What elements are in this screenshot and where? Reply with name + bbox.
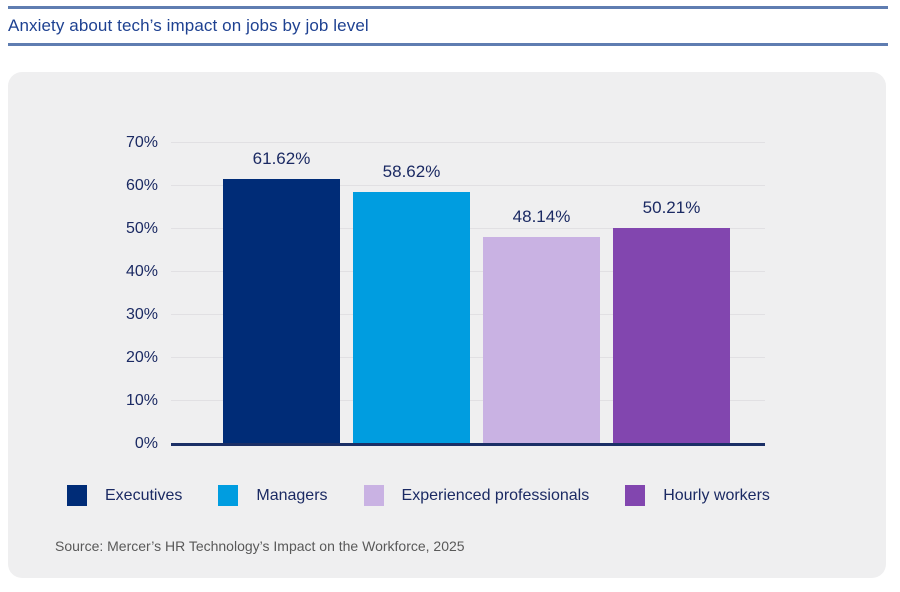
y-tick-label: 30% [125, 306, 158, 323]
legend-item-hourly-workers: Hourly workers [625, 485, 770, 506]
title-divider [8, 43, 888, 46]
bar-value-label: 58.62% [382, 161, 441, 181]
legend-label: Hourly workers [663, 486, 770, 504]
bar-experienced-professionals [483, 237, 600, 444]
bar-value-label: 48.14% [512, 207, 571, 226]
legend-swatch-icon [363, 485, 384, 506]
top-divider [8, 6, 888, 9]
gridline [171, 142, 765, 143]
legend-label: Executives [105, 486, 183, 504]
source-note: Source: Mercer’s HR Technology’s Impact … [55, 538, 465, 554]
y-tick-label: 50% [125, 220, 158, 237]
y-tick-label: 0% [134, 435, 158, 452]
chart-card: 0% 10% 20% 30% 40% 50% 60% 70% 61.62% 58.62% 48.1… [8, 72, 886, 578]
legend-label: Experienced professionals [401, 486, 590, 504]
legend-item-executives: Executives [67, 485, 182, 506]
bar-executives [223, 179, 340, 444]
legend-swatch-icon [67, 485, 87, 506]
legend-swatch-icon [218, 485, 239, 506]
plot-area: 61.62% 58.62% 48.14% 50.21% [171, 142, 765, 446]
bar-value-label: 61.62% [252, 149, 311, 169]
y-tick-label: 60% [125, 177, 158, 194]
x-axis-line [171, 443, 765, 446]
y-tick-label: 20% [125, 349, 158, 366]
y-tick-label: 40% [125, 263, 158, 280]
bar-managers [353, 191, 470, 444]
legend-swatch-icon [625, 485, 646, 506]
legend-label: Managers [256, 486, 328, 504]
y-tick-label: 10% [125, 392, 158, 409]
legend-item-managers: Managers [218, 485, 328, 506]
legend: Executives Managers Experienced profession… [67, 485, 770, 506]
page-title: Anxiety about tech’s impact on jobs by j… [8, 16, 369, 35]
legend-item-experienced-professionals: Experienced professionals [363, 485, 590, 506]
bar-value-label: 50.21% [642, 198, 701, 218]
bar-hourly-workers [613, 228, 730, 444]
gridline [171, 185, 765, 186]
y-tick-label: 70% [125, 134, 158, 151]
